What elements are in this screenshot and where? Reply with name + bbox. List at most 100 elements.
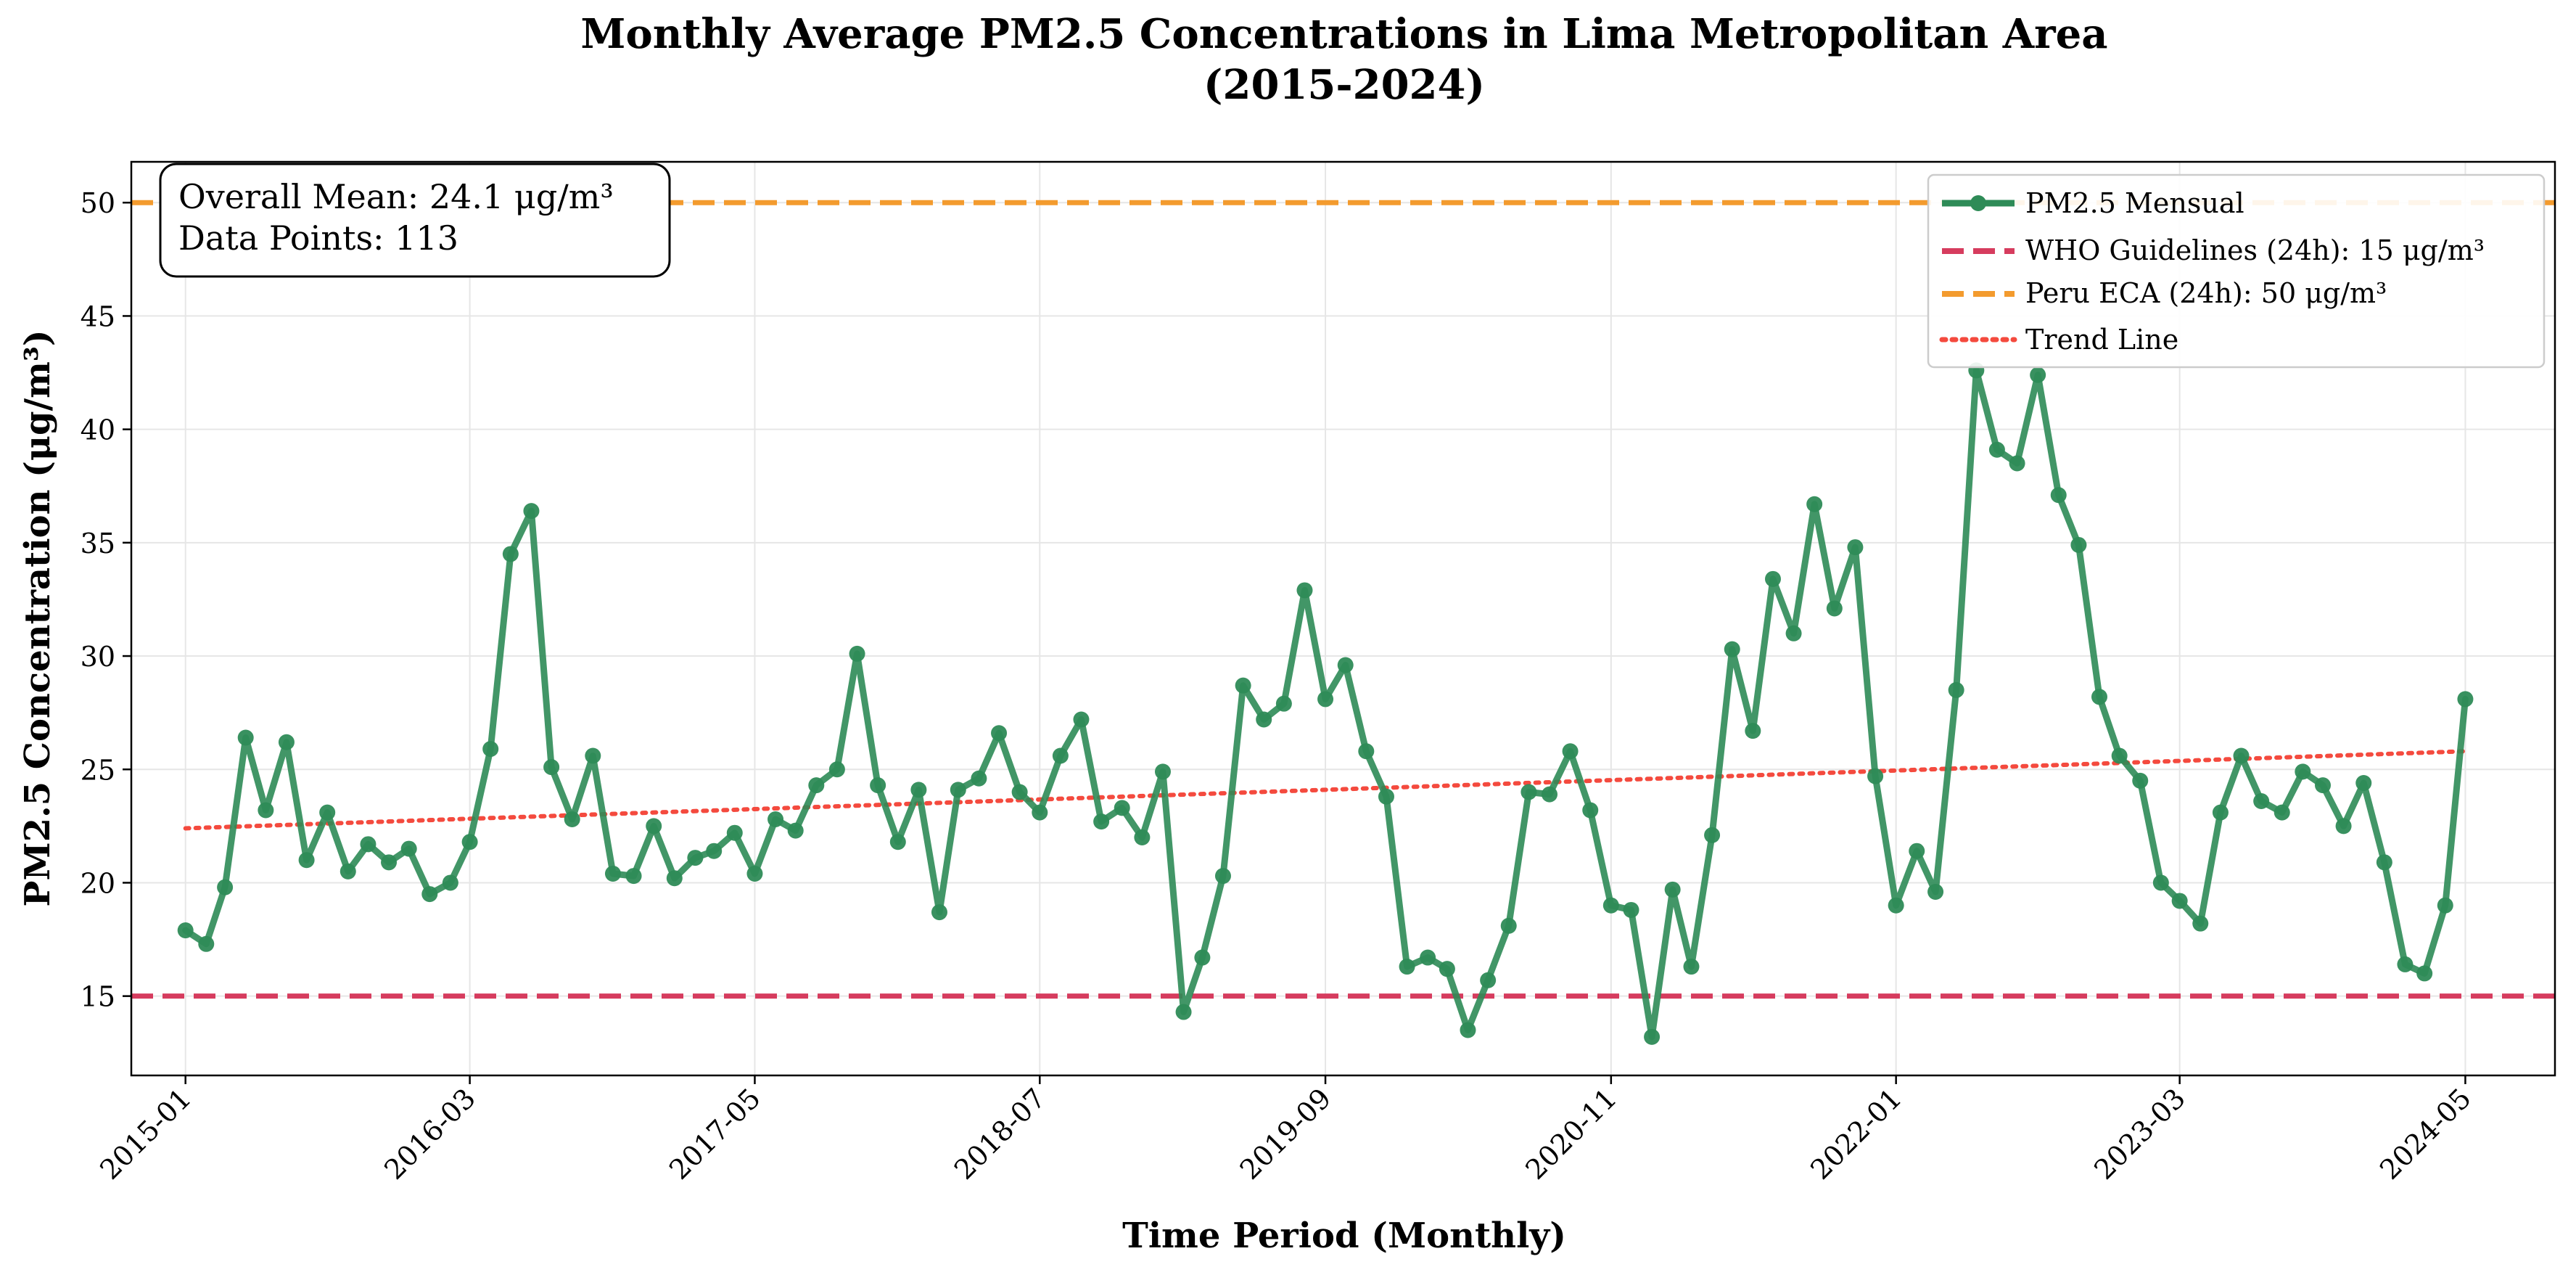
data-point xyxy=(177,922,194,939)
data-point xyxy=(2030,366,2046,383)
data-point xyxy=(950,782,966,798)
data-point xyxy=(746,865,763,882)
stats-annotation: Overall Mean: 24.1 μg/m³ Data Points: 11… xyxy=(159,163,671,278)
data-point xyxy=(1235,677,1251,694)
data-point xyxy=(2355,774,2372,791)
data-point xyxy=(1623,901,1639,918)
data-point xyxy=(971,770,987,787)
data-point xyxy=(442,874,458,891)
data-point xyxy=(808,777,825,794)
data-point xyxy=(991,725,1008,742)
y-tick-label: 20 xyxy=(81,867,115,899)
data-point xyxy=(1785,625,1802,641)
data-point xyxy=(1683,959,1700,975)
legend-label-trend: Trend Line xyxy=(2025,324,2178,356)
data-point xyxy=(787,822,804,839)
data-point xyxy=(1460,1022,1476,1038)
y-tick-label: 45 xyxy=(81,300,115,332)
data-point xyxy=(1704,827,1721,843)
data-point xyxy=(828,761,845,778)
data-point xyxy=(1847,539,1864,556)
data-point xyxy=(1664,881,1681,898)
data-point xyxy=(1602,897,1619,914)
annotation-mean: Overall Mean: 24.1 μg/m³ xyxy=(178,177,614,216)
x-axis-label: Time Period (Monthly) xyxy=(1122,1215,1566,1256)
data-point xyxy=(1378,788,1394,805)
chart-title-line1: Monthly Average PM2.5 Concentrations in … xyxy=(580,10,2107,58)
data-point xyxy=(1745,723,1761,739)
data-point xyxy=(1052,747,1069,764)
data-point xyxy=(1541,786,1557,803)
legend-entry-trend: Trend Line xyxy=(1939,324,2178,356)
data-point xyxy=(2273,804,2290,821)
data-point xyxy=(646,818,662,835)
data-point xyxy=(523,503,540,520)
data-point xyxy=(1724,641,1740,657)
data-point xyxy=(726,824,743,841)
data-point xyxy=(482,741,499,758)
data-point xyxy=(564,811,580,827)
data-point xyxy=(666,870,683,887)
data-point xyxy=(1500,917,1517,934)
legend-label-pm25: PM2.5 Mensual xyxy=(2025,187,2244,219)
data-point xyxy=(2132,772,2149,789)
legend-marker-pm25 xyxy=(1970,195,1986,211)
x-tick-label: 2022-01 xyxy=(1804,1082,1908,1186)
data-point xyxy=(2253,792,2270,809)
x-tick-label: 2017-05 xyxy=(663,1082,767,1186)
legend-entry-who: WHO Guidelines (24h): 15 μg/m³ xyxy=(1942,234,2485,266)
data-point xyxy=(2091,689,2108,705)
data-point xyxy=(1011,784,1028,800)
data-point xyxy=(258,802,274,819)
grid-layer xyxy=(131,162,2555,1075)
data-point xyxy=(2295,763,2311,780)
data-point xyxy=(1134,829,1151,845)
data-point xyxy=(2376,854,2392,871)
data-point xyxy=(1420,949,1436,966)
y-tick-label: 50 xyxy=(81,187,115,219)
chart-title-line2: (2015-2024) xyxy=(1203,61,1485,109)
y-tick-label: 35 xyxy=(81,528,115,559)
data-point xyxy=(1867,768,1884,784)
legend: PM2.5 Mensual WHO Guidelines (24h): 15 μ… xyxy=(1927,173,2546,369)
data-point xyxy=(1399,959,1415,975)
y-tick-label: 40 xyxy=(81,414,115,446)
data-point xyxy=(2416,965,2433,982)
x-tick-label: 2015-01 xyxy=(94,1082,197,1186)
data-point xyxy=(910,782,927,798)
data-point xyxy=(2457,691,2474,708)
legend-entry-pm25: PM2.5 Mensual xyxy=(1942,187,2244,219)
data-point xyxy=(706,843,723,859)
data-point xyxy=(625,868,642,885)
data-point xyxy=(1764,570,1781,587)
data-point xyxy=(1275,695,1292,712)
data-point xyxy=(1644,1028,1661,1045)
x-tick-label: 2024-05 xyxy=(2374,1082,2477,1186)
data-point xyxy=(2152,874,2169,891)
plot-frame xyxy=(130,160,2556,1077)
data-point xyxy=(1927,883,1944,900)
data-point xyxy=(1154,763,1171,780)
y-tick-label: 30 xyxy=(81,641,115,673)
data-point xyxy=(2437,897,2453,914)
data-point xyxy=(2233,747,2250,764)
data-point xyxy=(1358,743,1375,760)
data-point xyxy=(340,863,356,880)
legend-frame xyxy=(1927,173,2546,369)
data-point xyxy=(889,834,906,850)
legend-label-eca: Peru ECA (24h): 50 μg/m³ xyxy=(2025,277,2387,309)
legend-entry-eca: Peru ECA (24h): 50 μg/m³ xyxy=(1942,277,2387,309)
data-point xyxy=(1256,711,1272,728)
annotation-count: Data Points: 113 xyxy=(178,218,458,258)
data-point xyxy=(360,836,376,853)
data-point xyxy=(1175,1004,1192,1020)
data-point xyxy=(2397,956,2414,972)
data-point xyxy=(1582,802,1599,819)
data-point xyxy=(2212,804,2229,821)
data-point xyxy=(687,850,704,866)
data-point xyxy=(931,904,947,921)
data-point xyxy=(1806,496,1823,512)
data-point xyxy=(2050,487,2067,504)
y-tick-label: 25 xyxy=(81,754,115,786)
data-point xyxy=(2070,536,2087,553)
